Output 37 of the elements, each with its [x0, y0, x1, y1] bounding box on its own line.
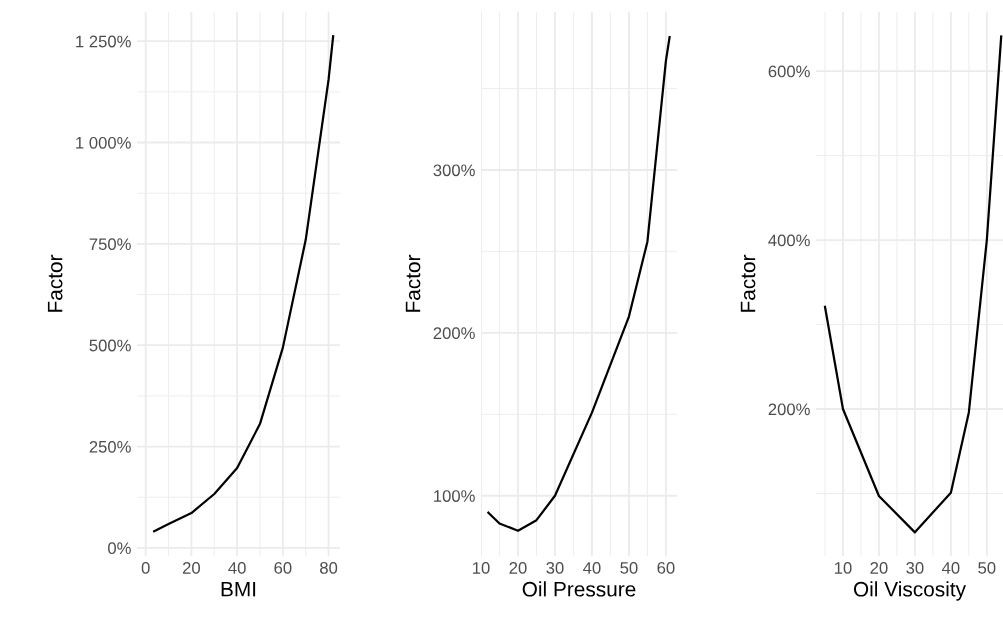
x-tick-label: 50 [978, 562, 996, 574]
line-series [487, 35, 671, 532]
y-tick-label: 600% [768, 65, 810, 78]
y-tick-label: 1 000% [76, 136, 131, 149]
y-axis-title: Factor [405, 254, 421, 312]
line-series [823, 35, 1003, 534]
x-tick-label: 40 [583, 562, 601, 574]
x-axis-title: Oil Viscosity [853, 581, 966, 601]
x-tick-label: 10 [834, 562, 852, 574]
x-tick-label: 40 [941, 562, 960, 574]
x-tick-label: 20 [509, 562, 527, 574]
line-series [153, 35, 335, 533]
x-axis-title: Oil Pressure [522, 581, 636, 597]
x-tick-label: 60 [274, 562, 292, 574]
x-tick-label: 40 [228, 562, 246, 574]
y-tick-label: 500% [89, 339, 131, 352]
y-tick-label: 100% [434, 490, 475, 502]
y-tick-label: 200% [768, 403, 810, 416]
x-tick-label: 60 [657, 562, 675, 574]
x-tick-label: 20 [870, 562, 888, 574]
x-tick-label: 30 [906, 562, 924, 574]
y-axis-title: Factor [740, 254, 756, 312]
y-tick-label: 200% [433, 327, 475, 340]
x-tick-label: 0 [141, 562, 150, 574]
y-tick-label: 750% [89, 238, 131, 251]
y-tick-label: 250% [89, 440, 131, 453]
y-tick-label: 0% [108, 542, 131, 555]
x-tick-label: 10 [473, 562, 490, 574]
y-axis-title: Factor [47, 254, 63, 312]
y-tick-label: 400% [768, 234, 810, 247]
x-tick-label: 50 [620, 562, 638, 574]
x-axis-title: BMI [221, 582, 256, 597]
y-tick-label: 1 250% [76, 35, 131, 48]
x-tick-label: 20 [182, 562, 201, 574]
x-tick-label: 30 [546, 562, 564, 574]
x-tick-label: 80 [320, 562, 338, 574]
y-tick-label: 300% [433, 164, 475, 177]
